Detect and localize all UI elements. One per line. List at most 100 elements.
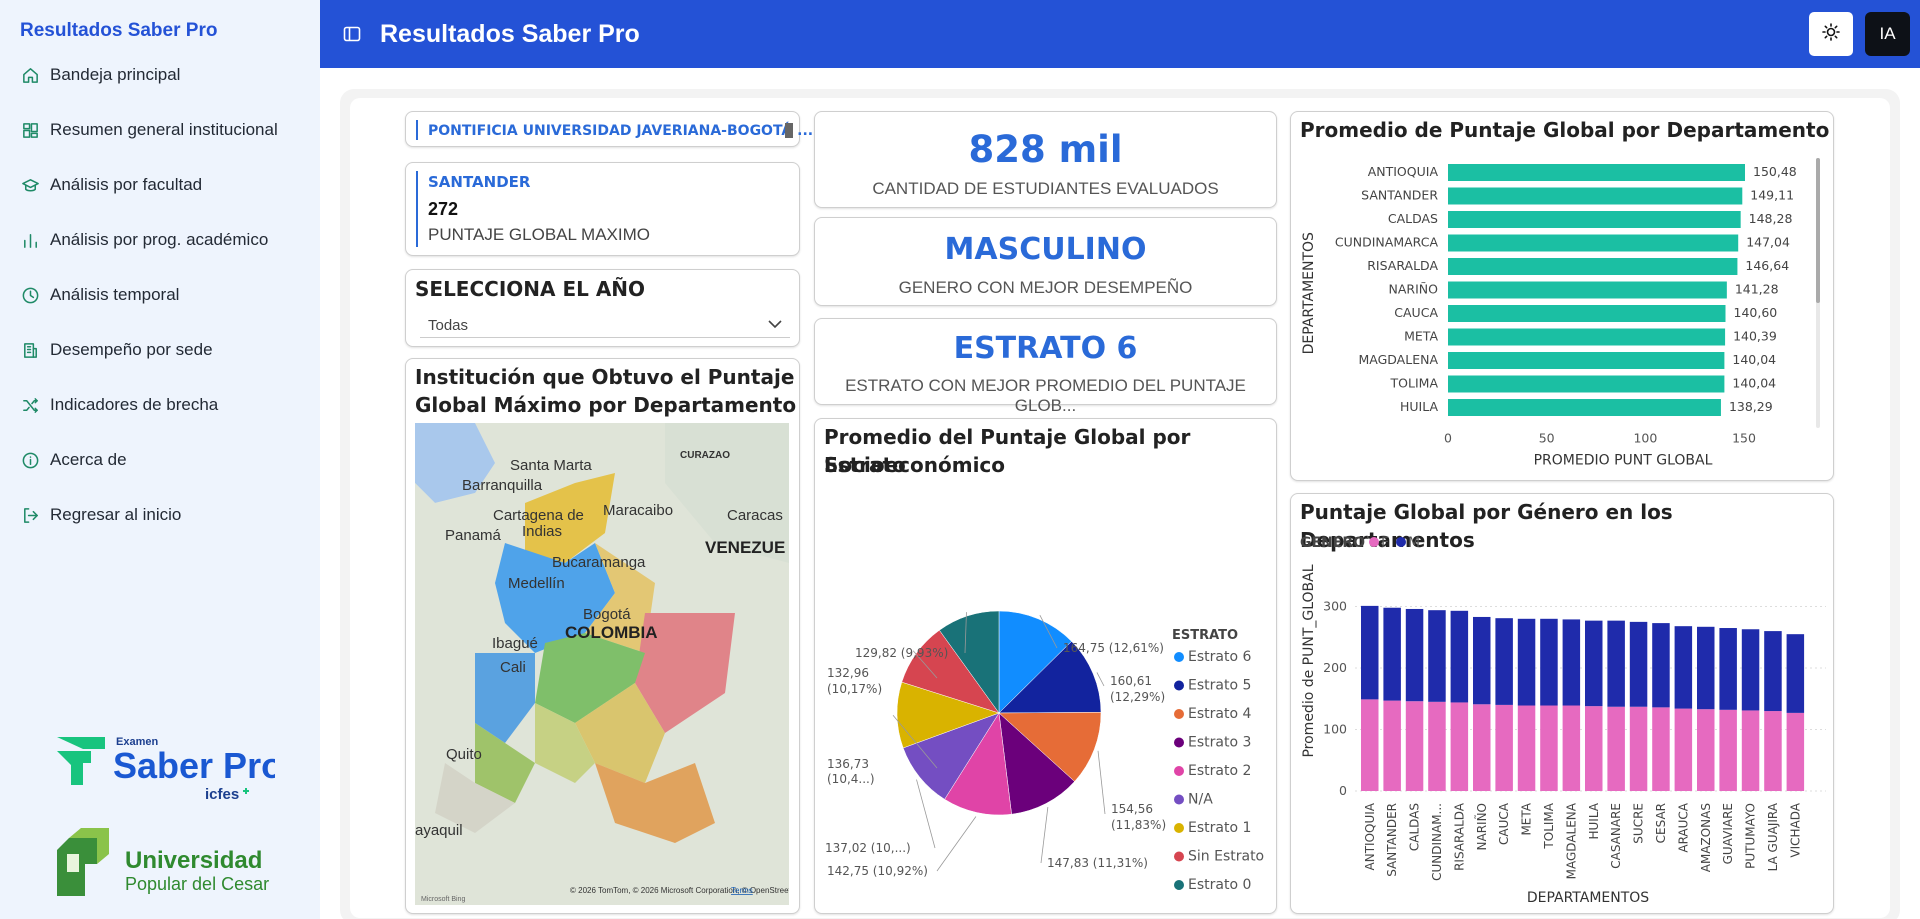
sidebar-item-resumen-general[interactable]: Resumen general institucional <box>20 115 278 145</box>
map-label: Panamá <box>445 527 502 544</box>
map-title-line2: Global Máximo por Departamento <box>415 393 797 417</box>
kpi-gender-card: MASCULINO GENERO CON MEJOR DESEMPEÑO <box>814 217 1277 306</box>
legend-label: M <box>1408 535 1420 551</box>
legend-marker <box>1174 709 1184 719</box>
kpi-students-value: 828 mil <box>968 128 1123 171</box>
bar-m <box>1764 631 1782 712</box>
x-tick-label: HUILA <box>1587 802 1601 839</box>
kpi-gender-value: MASCULINO <box>944 232 1147 267</box>
sidebar-item-label: Bandeja principal <box>50 65 181 84</box>
leader-line <box>916 779 936 849</box>
bar <box>1448 187 1743 205</box>
bar <box>1448 258 1738 275</box>
sidebar-item-bandeja-principal[interactable]: Bandeja principal <box>20 60 180 90</box>
sidebar-item-label: Desempeño por sede <box>50 340 213 359</box>
pie-slice <box>998 640 1102 714</box>
sidebar-item-desempeno-sede[interactable]: Desempeño por sede <box>20 335 213 365</box>
legend-marker <box>1174 794 1184 805</box>
upc-logo: Universidad Popular del Cesar <box>57 828 269 896</box>
map-label: Bogotá <box>583 606 631 623</box>
bar-f <box>1629 706 1648 791</box>
bar-m <box>1473 616 1491 705</box>
sidebar-item-analisis-facultad[interactable]: Análisis por facultad <box>20 170 202 200</box>
sidebar-item-acerca-de[interactable]: Acerca de <box>20 445 127 475</box>
map-label: CURAZAO <box>680 450 730 461</box>
theme-toggle-button[interactable] <box>1809 12 1853 56</box>
leader-line <box>1097 750 1106 815</box>
bar <box>1448 281 1727 299</box>
bar-m <box>1697 626 1715 710</box>
slice-label: 164,75 (12,61%) <box>1063 641 1164 655</box>
legend-marker <box>1369 537 1379 547</box>
ia-button[interactable]: IA <box>1865 12 1910 56</box>
bar-f <box>1361 699 1379 791</box>
bar-m <box>1495 618 1513 705</box>
colombia-map[interactable]: Santa Marta CURAZAO Barranquilla Maracai… <box>415 423 789 905</box>
gender-bar-title: Puntaje Global por Género en los Departa… <box>1300 500 1673 552</box>
bar-f <box>1607 706 1625 791</box>
sidebar-item-label: Acerca de <box>50 450 127 469</box>
bar <box>1448 375 1725 393</box>
y-tick-label: SANTANDER <box>1361 188 1438 203</box>
gender-bar-chart-card: Puntaje Global por Género en los Departa… <box>1290 493 1834 914</box>
sidebar-item-analisis-temporal[interactable]: Análisis temporal <box>20 280 179 310</box>
sidebar-item-analisis-programa[interactable]: Análisis por prog. académico <box>20 225 268 255</box>
bar-m <box>1629 621 1648 707</box>
map-attribution: © 2026 TomTom, © 2026 Microsoft Corporat… <box>570 886 789 895</box>
pie-slice <box>939 610 1000 714</box>
y-tick-label: RISARALDA <box>1367 258 1438 273</box>
legend-label: F <box>1381 535 1389 551</box>
x-tick-label: 150 <box>1732 431 1756 446</box>
sidebar-toggle-icon[interactable] <box>342 24 362 44</box>
pie-slice <box>998 712 1075 815</box>
bing-logo: Microsoft Bing <box>421 896 465 903</box>
shuffle-icon <box>20 395 40 415</box>
info-icon <box>20 450 40 470</box>
leader-line <box>892 714 938 769</box>
slicer-accent <box>416 120 418 140</box>
map-label: COLOMBIA <box>565 623 658 642</box>
x-tick-label: RISARALDA <box>1452 802 1466 871</box>
x-tick-label: VICHADA <box>1788 802 1802 857</box>
year-dropdown[interactable]: Todas <box>420 312 790 338</box>
x-tick-label: MAGDALENA <box>1564 802 1578 879</box>
max-score-card: SANTANDER 272 PUNTAJE GLOBAL MAXIMO <box>405 162 800 256</box>
x-tick-label: CESAR <box>1654 803 1668 843</box>
bar <box>1448 234 1739 252</box>
bar-f <box>1473 704 1491 791</box>
slice-label-pct: (10,17%) <box>827 682 882 696</box>
slice-label: 142,75 (10,92%) <box>827 864 928 878</box>
bar <box>1448 164 1745 181</box>
year-dropdown-value: Todas <box>428 317 469 334</box>
legend-label: N/A <box>1188 792 1213 808</box>
bar-f <box>1719 709 1737 791</box>
data-label: 140,04 <box>1732 352 1776 367</box>
leader-line <box>912 650 938 679</box>
bar <box>1448 328 1726 346</box>
map-label: Ibagué <box>492 635 538 652</box>
x-axis-label: PROMEDIO PUNT GLOBAL <box>1534 453 1713 469</box>
sidebar-item-indicadores-brecha[interactable]: Indicadores de brecha <box>20 390 218 420</box>
card-accent <box>416 171 418 247</box>
x-tick-label: CASANARE <box>1609 803 1623 869</box>
leader-line <box>936 816 977 872</box>
kpi-estrato-label: ESTRATO CON MEJOR PROMEDIO DEL PUNTAJE G… <box>845 376 1246 415</box>
sidebar-item-regresar-inicio[interactable]: Regresar al inicio <box>20 500 181 530</box>
map-terms-link[interactable]: Terms <box>731 886 753 895</box>
bar-f <box>1495 704 1513 791</box>
bar-m <box>1361 605 1379 700</box>
sidebar-item-label: Análisis por facultad <box>50 175 203 194</box>
map-label: Caracas <box>727 507 783 524</box>
map-label: VENEZUE <box>705 538 785 557</box>
sidebar-item-label: Análisis por prog. académico <box>50 230 269 249</box>
institution-slicer[interactable]: PONTIFICIA UNIVERSIDAD JAVERIANA-BOGOTÁ … <box>405 111 813 147</box>
x-tick-label: LA GUAJIRA <box>1766 802 1780 871</box>
map-label: Medellín <box>508 575 565 592</box>
bar-f <box>1585 706 1603 791</box>
y-tick-label: META <box>1404 329 1438 344</box>
map-label: Indias <box>522 523 562 540</box>
kpi-gender-label: GENERO CON MEJOR DESEMPEÑO <box>898 278 1193 297</box>
sidebar-item-label: Análisis temporal <box>50 285 180 304</box>
graduation-cap-icon <box>20 175 40 195</box>
data-label: 141,28 <box>1735 282 1779 297</box>
